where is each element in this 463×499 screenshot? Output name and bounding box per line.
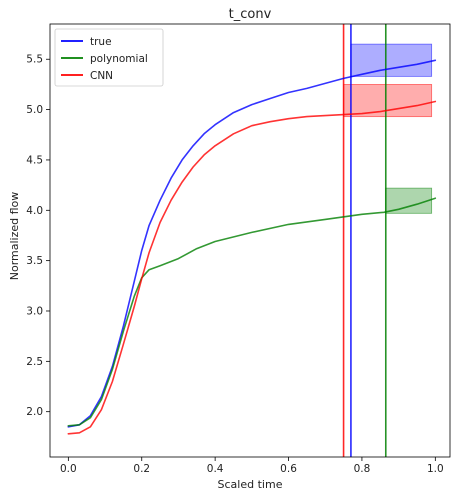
series-line-polynomial — [67, 197, 437, 427]
plot-area — [67, 24, 437, 457]
legend-label-polynomial: polynomial — [90, 53, 148, 65]
series-line-true — [67, 59, 437, 428]
x-tick-label: 0.2 — [133, 463, 150, 475]
x-tick-label: 0.8 — [354, 463, 371, 475]
y-tick-label: 2.5 — [26, 356, 43, 368]
x-axis-label: Scaled time — [218, 478, 283, 491]
x-tick-label: 1.0 — [427, 463, 444, 475]
y-tick-label: 4.5 — [26, 154, 43, 166]
legend-label-true: true — [90, 36, 112, 48]
y-tick-label: 3.5 — [26, 255, 43, 267]
y-tick-label: 4.0 — [26, 205, 43, 217]
shaded-box-1 — [343, 84, 433, 118]
legend-label-CNN: CNN — [90, 70, 113, 82]
chart-title: t_conv — [229, 7, 272, 22]
y-tick-label: 2.0 — [26, 406, 43, 418]
legend-box — [54, 28, 164, 87]
series-line-CNN — [67, 100, 437, 435]
legend: true polynomial CNN — [54, 28, 164, 87]
y-tick-label: 5.0 — [26, 104, 43, 116]
shaded-box-2 — [385, 187, 433, 214]
y-tick-label: 5.5 — [26, 54, 43, 66]
x-tick-label: 0.6 — [280, 463, 297, 475]
y-axis-label: Normalized flow — [8, 192, 21, 281]
plot-frame — [49, 23, 451, 458]
shaded-box-0 — [350, 43, 433, 77]
x-tick-label: 0.4 — [207, 463, 224, 475]
x-tick-label: 0.0 — [60, 463, 77, 475]
y-tick-label: 3.0 — [26, 305, 43, 317]
axis-ticks: 0.0 0.2 0.4 0.6 0.8 1.0 2.0 2.5 3.0 3.5 4.0 4.5 5.0 5… — [26, 54, 443, 475]
